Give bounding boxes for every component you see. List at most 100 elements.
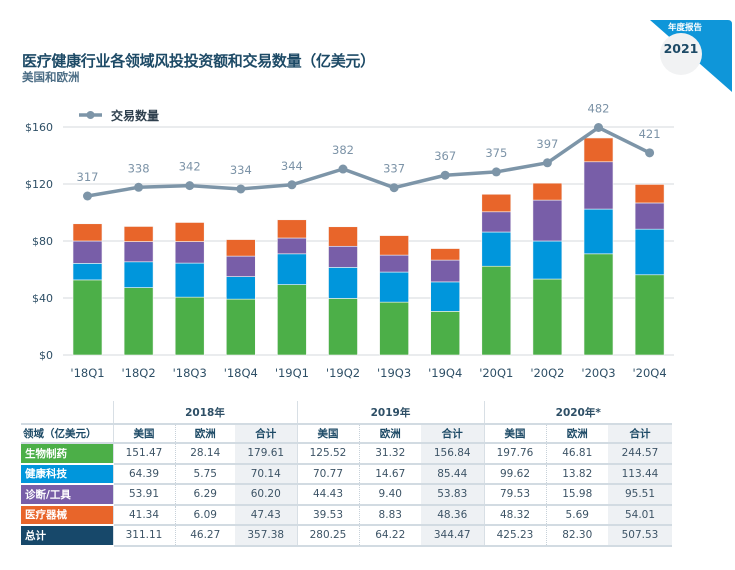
value-cell: 46.27 bbox=[174, 525, 235, 547]
x-tick-label: '18Q4 bbox=[224, 366, 258, 380]
y-tick-label: $40 bbox=[32, 292, 53, 305]
value-cell: 151.47 bbox=[112, 443, 175, 465]
value-cell: 53.83 bbox=[421, 484, 484, 506]
bar-stack bbox=[481, 193, 512, 356]
bar-segment bbox=[123, 261, 154, 288]
value-cell: 47.43 bbox=[235, 504, 297, 526]
value-cell: 41.34 bbox=[112, 504, 175, 526]
column-header-eu: 欧洲 bbox=[545, 424, 608, 444]
value-cell: 6.09 bbox=[174, 504, 235, 526]
bar-segment bbox=[277, 237, 307, 255]
x-tick-label: '18Q1 bbox=[70, 366, 104, 380]
bar-segment bbox=[379, 271, 409, 303]
deal-count-point bbox=[440, 170, 450, 180]
value-cell: 14.67 bbox=[358, 463, 421, 485]
bar-segment bbox=[72, 263, 103, 281]
bar-segment bbox=[481, 211, 512, 233]
value-cell: 5.69 bbox=[545, 504, 608, 526]
bar-segment bbox=[430, 259, 461, 283]
deal-count-point bbox=[389, 183, 399, 193]
value-cell: 357.38 bbox=[235, 525, 297, 547]
x-tick-label: '19Q3 bbox=[377, 366, 411, 380]
bar-segment bbox=[430, 311, 461, 356]
deal-count-point bbox=[491, 167, 501, 177]
deal-count-label: 317 bbox=[77, 170, 99, 184]
x-tick-label: '18Q2 bbox=[122, 366, 156, 380]
annual-report-badge bbox=[650, 20, 732, 92]
value-cell: 113.44 bbox=[608, 463, 672, 485]
table-row: 生物制药 151.47 28.14 179.61 125.52 31.32 156.84 19… bbox=[21, 443, 672, 465]
category-cell: 生物制药 bbox=[21, 443, 113, 465]
deal-count-label: 382 bbox=[332, 143, 354, 157]
column-header-eu: 欧洲 bbox=[174, 424, 235, 444]
bar-segment bbox=[532, 278, 563, 356]
column-header-tot: 合计 bbox=[608, 424, 672, 444]
deal-count-point bbox=[287, 180, 297, 190]
value-cell: 156.84 bbox=[421, 443, 484, 465]
value-cell: 39.53 bbox=[296, 504, 359, 526]
bar-segment bbox=[72, 223, 103, 242]
bar-segment bbox=[532, 240, 563, 280]
bar-segment bbox=[123, 287, 154, 356]
bar-stack bbox=[72, 223, 103, 356]
venture-investment-chart: $0 $40 $80 $120 $160 '18Q1 '18Q2 '18Q3 '18Q4 '19… bbox=[25, 102, 674, 380]
bar-stack bbox=[226, 239, 256, 356]
bar-segment bbox=[174, 222, 205, 242]
bar-segment bbox=[328, 298, 358, 356]
value-cell: 31.32 bbox=[358, 443, 421, 465]
value-cell: 28.14 bbox=[174, 443, 235, 465]
category-cell: 诊断/工具 bbox=[21, 484, 113, 506]
x-tick-label: '20Q2 bbox=[530, 366, 564, 380]
bar-segment bbox=[532, 182, 563, 201]
legend: 交易数量 bbox=[79, 108, 159, 123]
corner-label: 领域（亿美元） bbox=[21, 424, 113, 444]
deal-count-point bbox=[134, 182, 144, 192]
bar-segment bbox=[634, 202, 665, 230]
column-header-row: 领域（亿美元） 美国 欧洲 合计 美国 欧洲 合计 美国 欧洲 合计 bbox=[21, 424, 672, 444]
value-cell: 60.20 bbox=[235, 484, 297, 506]
year-header-2018: 2018年 bbox=[112, 401, 297, 425]
category-cell: 总计 bbox=[21, 525, 113, 547]
deal-count-label: 344 bbox=[281, 159, 303, 173]
value-cell: 8.83 bbox=[358, 504, 421, 526]
value-cell: 82.30 bbox=[545, 525, 608, 547]
bar-segment bbox=[583, 253, 614, 356]
deal-count-point bbox=[236, 184, 246, 194]
x-axis-ticks: '18Q1 '18Q2 '18Q3 '18Q4 '19Q1 '19Q2 '19Q3 '19Q4… bbox=[70, 366, 666, 380]
bar-segment bbox=[277, 219, 307, 239]
value-cell: 13.82 bbox=[545, 463, 608, 485]
bar-stack bbox=[174, 222, 205, 356]
deal-count-label: 375 bbox=[485, 146, 507, 160]
value-cell: 48.32 bbox=[483, 504, 546, 526]
deal-count-label: 334 bbox=[230, 163, 252, 177]
value-cell: 70.14 bbox=[235, 463, 297, 485]
badge-label: 年度报告 bbox=[668, 23, 703, 33]
bar-segment bbox=[277, 253, 307, 285]
bar-segment bbox=[634, 228, 665, 276]
bar-segment bbox=[123, 226, 154, 242]
value-cell: 54.01 bbox=[608, 504, 672, 526]
value-cell: 280.25 bbox=[296, 525, 359, 547]
deal-count-label: 367 bbox=[434, 149, 456, 163]
x-tick-label: '19Q4 bbox=[428, 366, 462, 380]
deal-count-point bbox=[594, 123, 603, 132]
y-tick-label: $0 bbox=[39, 349, 53, 362]
value-cell: 197.76 bbox=[483, 443, 546, 465]
bar-stack bbox=[430, 248, 461, 356]
deal-count-label: 482 bbox=[588, 102, 610, 116]
bar-segment bbox=[379, 254, 409, 273]
deal-count-label: 342 bbox=[179, 160, 201, 174]
bar-segment bbox=[430, 281, 461, 312]
bar-stack bbox=[532, 182, 563, 356]
chart-title: 医疗健康行业各领域风投投资额和交易数量（亿美元） bbox=[22, 52, 375, 70]
column-header-tot: 合计 bbox=[235, 424, 297, 444]
gridlines bbox=[63, 126, 674, 356]
bar-stack bbox=[123, 226, 154, 356]
bar-segment bbox=[174, 241, 205, 264]
deal-count-point bbox=[83, 191, 92, 201]
year-header-2020: 2020年* bbox=[483, 401, 672, 425]
y-tick-label: $80 bbox=[32, 235, 53, 248]
column-header-us: 美国 bbox=[483, 424, 546, 444]
legend-marker bbox=[86, 111, 95, 119]
bar-segment bbox=[379, 235, 409, 256]
